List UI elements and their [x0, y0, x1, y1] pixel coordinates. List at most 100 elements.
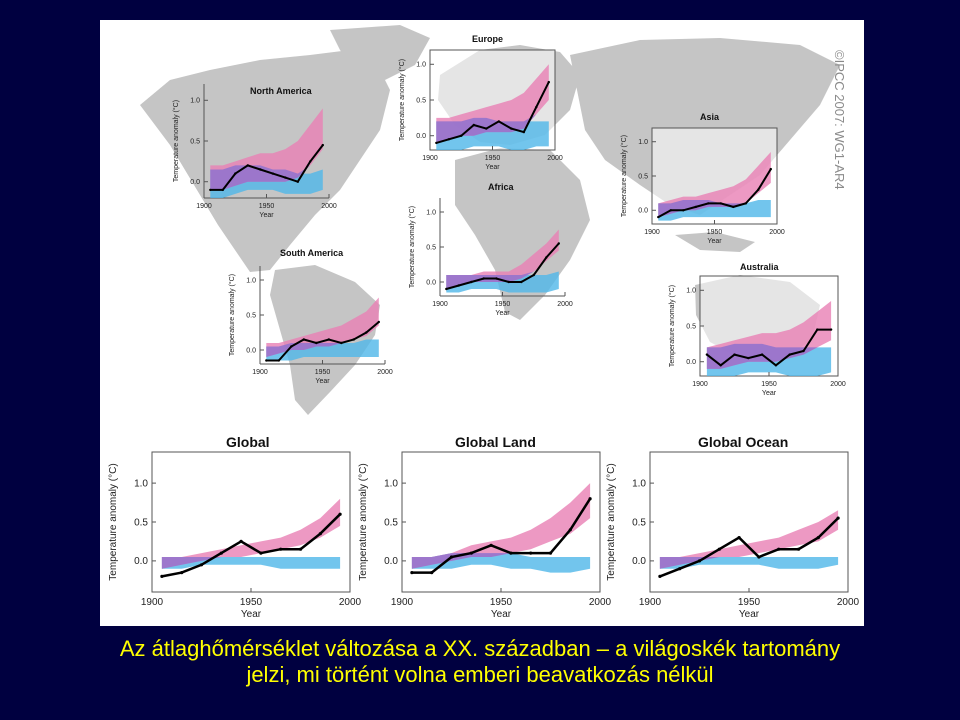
australia-x-tick-label: 1950 — [761, 381, 777, 388]
europe-observed-point — [435, 141, 438, 145]
global-observed-point — [318, 532, 322, 536]
watermark-text: ©IPCC 2007: WG1-AR4 — [832, 50, 847, 190]
global-land-observed-point — [548, 551, 553, 555]
australia-y-axis-label: Temperature anomaly (°C) — [668, 285, 676, 367]
south-america-x-tick-label: 2000 — [377, 369, 393, 376]
global-land-observed-point — [509, 551, 513, 555]
global-ocean-y-tick-label: 0.0 — [632, 556, 646, 567]
north-america-observed-point — [321, 143, 324, 147]
africa-observed-point — [507, 280, 510, 284]
australia-y-tick-label: 0.0 — [686, 359, 696, 366]
asia-observed-point — [657, 215, 660, 219]
global-land-title: Global Land — [455, 434, 536, 450]
global-land-chart: 0.0 0.5 1.0 1900 1950 2000 Year Temperature ano… — [358, 434, 612, 620]
global-overlap-band — [161, 525, 341, 569]
global-ocean-observed-point — [697, 559, 702, 563]
north-america-observed-point — [234, 172, 237, 175]
global-observed-line — [161, 513, 341, 578]
africa-observed-point — [545, 256, 548, 259]
south-america-overlap-band — [266, 325, 379, 357]
australia-observed-line — [706, 328, 832, 367]
ipcc-figure: 0.0 0.5 1.0 1900 1950 2000 Year Temperature ano… — [100, 20, 864, 626]
australia-observed-point — [774, 364, 778, 367]
south-america-y-tick-label: 0.5 — [246, 312, 256, 319]
australia-title: Australia — [740, 262, 780, 272]
global-observed-point — [199, 563, 204, 567]
africa-observed-point — [445, 287, 448, 291]
europe-y-tick-label: 1.0 — [416, 62, 426, 69]
north-america-x-tick-label: 2000 — [321, 203, 337, 210]
global-ocean-chart: 0.0 0.5 1.0 1900 1950 2000 Year Temperature ano… — [606, 434, 860, 620]
south-america-observed-point — [277, 359, 280, 362]
global-land-observed-point — [588, 497, 592, 501]
global-land-observed-point — [529, 551, 533, 555]
global-x-tick-label: 2000 — [339, 597, 362, 608]
global-chart: 0.0 0.5 1.0 1900 1950 2000 Year Temperature ano… — [108, 434, 362, 620]
asia-observed-point — [707, 202, 710, 205]
global-land-y-tick-label: 0.5 — [384, 517, 398, 528]
australia-observed-point — [760, 353, 764, 356]
africa-observed-line — [446, 242, 560, 290]
europe-chart: 0.0 0.5 1.0 1900 1950 2000 Year Temperature ano… — [398, 34, 563, 171]
global-observed-point — [259, 551, 263, 555]
global-y-tick-label: 0.0 — [134, 556, 148, 567]
asia-observed-point — [732, 205, 735, 209]
africa-observed-point — [557, 242, 560, 245]
africa-x-tick-label: 1900 — [432, 301, 448, 308]
africa-x-axis-label: Year — [495, 310, 510, 317]
global-x-axis-label: Year — [241, 609, 262, 620]
australia-observed-point — [788, 353, 791, 356]
global-y-axis-label: Temperature anomaly (°C) — [108, 463, 119, 580]
global-ocean-observed-point — [777, 547, 781, 551]
australia-observed-point — [802, 349, 805, 353]
north-america-observed-line — [210, 144, 324, 191]
global-ocean-x-tick-label: 1900 — [639, 597, 662, 608]
europe-x-axis-label: Year — [485, 164, 500, 171]
south-america-observed-point — [340, 341, 343, 345]
north-america-observed-point — [221, 188, 224, 192]
north-america-chart: 0.0 0.5 1.0 1900 1950 2000 Year Temperature ano… — [172, 84, 337, 219]
south-america-x-tick-label: 1950 — [315, 369, 331, 376]
south-america-y-tick-label: 0.0 — [246, 347, 256, 354]
global-land-observed-point — [430, 571, 434, 575]
global-observed-point — [338, 512, 342, 516]
global-land-x-axis-label: Year — [491, 609, 512, 620]
asia-observed-point — [744, 202, 747, 205]
south-america-anthropogenic-band — [266, 297, 379, 357]
north-america-x-axis-label: Year — [259, 212, 274, 219]
global-ocean-observed-point — [796, 547, 801, 551]
australia-chart: 0.0 0.5 1.0 1900 1950 2000 Year Temperature ano… — [668, 262, 846, 397]
australia-observed-point — [747, 356, 750, 360]
australia-x-tick-label: 1900 — [692, 381, 708, 388]
africa-x-tick-label: 2000 — [557, 301, 573, 308]
africa-observed-point — [470, 280, 473, 284]
world-map: 0.0 0.5 1.0 1900 1950 2000 Year Temperature ano… — [108, 25, 860, 620]
asia-observed-point — [694, 205, 697, 209]
global-ocean-y-tick-label: 0.5 — [632, 517, 646, 528]
africa-anthropogenic-band — [446, 229, 559, 289]
asia-observed-point — [682, 209, 685, 212]
global-land-observed-point — [469, 551, 473, 555]
global-title: Global — [226, 434, 270, 450]
australia-x-axis-label: Year — [762, 390, 777, 397]
south-america-y-tick-label: 1.0 — [246, 277, 256, 284]
asia-x-tick-label: 1900 — [644, 229, 660, 236]
global-observed-point — [219, 551, 223, 555]
asia-observed-point — [669, 209, 672, 212]
europe-observed-point — [472, 123, 475, 127]
charts-layer: 0.0 0.5 1.0 1900 1950 2000 Year Temperature ano… — [108, 34, 860, 620]
global-land-x-tick-label: 1900 — [391, 597, 414, 608]
global-ocean-observed-point — [816, 536, 820, 540]
africa-chart: 0.0 0.5 1.0 1900 1950 2000 Year Temperature ano… — [408, 182, 573, 317]
europe-observed-point — [460, 134, 463, 137]
asia-y-tick-label: 0.5 — [638, 173, 648, 180]
australia-observed-point — [705, 353, 709, 356]
asia-observed-point — [719, 202, 722, 205]
africa-y-tick-label: 0.5 — [426, 244, 436, 251]
south-america-observed-point — [365, 331, 368, 334]
south-america-observed-point — [302, 338, 305, 341]
global-land-x-tick-label: 1950 — [490, 597, 513, 608]
global-ocean-anthropogenic-band — [659, 510, 839, 569]
global-land-observed-point — [568, 528, 572, 532]
asia-x-axis-label: Year — [707, 238, 722, 245]
